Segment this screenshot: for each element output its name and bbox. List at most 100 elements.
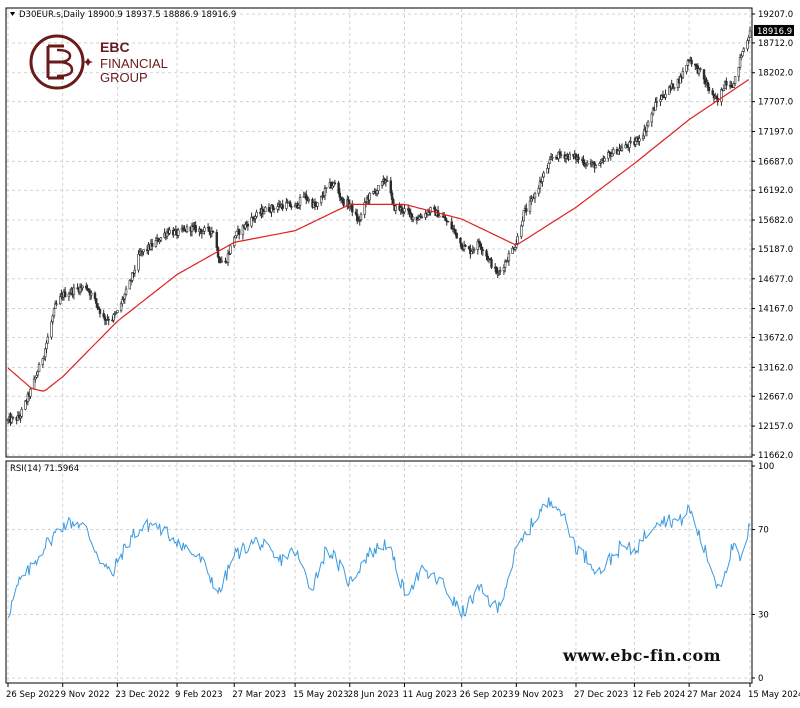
candle-body <box>725 80 728 86</box>
candle-body <box>131 272 134 281</box>
candle-body <box>610 153 614 157</box>
candle-body <box>664 93 667 98</box>
price-tick-label: 12157.0 <box>758 422 793 432</box>
logo-line3: GROUP <box>100 70 148 85</box>
candle-body <box>102 313 105 318</box>
symbol-header: D30EUR.s,Daily 18900.9 18937.5 18886.9 1… <box>19 10 236 20</box>
candle-body <box>559 154 563 156</box>
candle-body <box>137 253 140 271</box>
price-tick-label: 17707.0 <box>758 98 793 108</box>
candle-body <box>655 101 658 103</box>
candle-body <box>394 205 397 211</box>
logo-star-icon <box>83 58 93 66</box>
candle-body <box>285 201 288 209</box>
candle-body <box>699 68 702 70</box>
candle-body <box>246 223 250 227</box>
time-tick-label: 15 May 2023 <box>293 690 348 700</box>
candle-body <box>538 181 542 189</box>
candle-body <box>541 176 544 183</box>
price-tick-label: 18712.0 <box>758 39 793 49</box>
time-tick-label: 11 Aug 2023 <box>402 690 456 700</box>
candle-body <box>429 207 432 213</box>
candle-body <box>645 125 649 132</box>
price-tick-label: 11662.0 <box>758 451 793 461</box>
rsi-header: RSI(14) 71.5964 <box>10 464 79 474</box>
candle-body <box>472 249 476 251</box>
candle-body <box>733 76 737 84</box>
candle-body <box>267 207 271 212</box>
last-price-marker: 18916.9 <box>754 24 794 37</box>
candle-body <box>11 416 15 419</box>
candle-body <box>410 213 414 220</box>
price-tick-label: 18202.0 <box>758 69 793 79</box>
candle-body <box>741 51 744 57</box>
candle-body <box>452 228 456 230</box>
candle-body <box>702 69 706 80</box>
candle-body <box>564 155 568 159</box>
candle-body <box>272 208 276 210</box>
candle-body <box>479 242 482 248</box>
candle-body <box>722 87 726 91</box>
candle-body <box>389 180 393 194</box>
candle-body <box>659 99 662 102</box>
candle-body <box>628 141 631 148</box>
candle-body <box>81 285 84 289</box>
candle-body <box>520 225 523 237</box>
candle-body <box>67 293 71 298</box>
candle-body <box>485 250 488 257</box>
candle-body <box>685 65 688 72</box>
candle-body <box>29 388 32 397</box>
candle-body <box>746 40 749 50</box>
candle-body <box>203 227 206 232</box>
candle-body <box>93 292 97 300</box>
price-tick-label: 15682.0 <box>758 216 793 226</box>
price-axis: 19207.0 18712.0 18202.0 17707.0 17197.0 16687… <box>752 10 793 461</box>
candle-body <box>551 157 554 159</box>
candle-body <box>525 208 528 212</box>
candle-body <box>338 192 342 198</box>
candle-body <box>323 188 327 196</box>
candle-body <box>159 237 163 241</box>
time-tick-label: 15 May 2024 <box>748 690 800 700</box>
candle-body <box>542 172 545 178</box>
candle-body <box>250 216 253 227</box>
candle-body <box>742 48 745 52</box>
candle-body <box>220 260 223 263</box>
candle-body <box>720 89 723 103</box>
price-panel-frame <box>5 7 753 458</box>
candle-body <box>480 246 483 251</box>
candle-body <box>211 230 215 233</box>
candle-body <box>460 242 463 250</box>
candle-body <box>128 280 132 290</box>
candle-body <box>290 206 293 208</box>
candle-body <box>254 216 257 219</box>
candle-body <box>46 336 49 344</box>
time-tick-label: 12 Feb 2024 <box>632 690 685 700</box>
candle-body <box>711 90 714 95</box>
candle-body <box>103 316 107 321</box>
candle-body <box>288 201 292 207</box>
candle-body <box>96 303 99 308</box>
candle-body <box>264 207 267 212</box>
rsi-tick-label: 100 <box>758 462 774 472</box>
rsi-line <box>7 497 751 619</box>
candle-body <box>420 216 424 218</box>
candle-body <box>646 121 650 127</box>
dropdown-triangle-icon[interactable] <box>10 12 15 16</box>
candle-body <box>617 150 620 155</box>
candle-body <box>459 237 462 244</box>
candle-body <box>598 163 601 166</box>
candle-body <box>537 187 540 194</box>
candle-body <box>194 225 197 232</box>
candle-body <box>298 196 302 206</box>
candle-body <box>63 291 67 298</box>
last-price-label: 18916.9 <box>757 27 792 37</box>
candle-body <box>123 294 127 300</box>
price-tick-label: 13672.0 <box>758 334 793 344</box>
candle-body <box>133 269 136 274</box>
candle-body <box>36 371 40 376</box>
logo-b-mark <box>56 48 74 78</box>
candle-body <box>55 303 58 305</box>
candle-body <box>333 182 337 185</box>
